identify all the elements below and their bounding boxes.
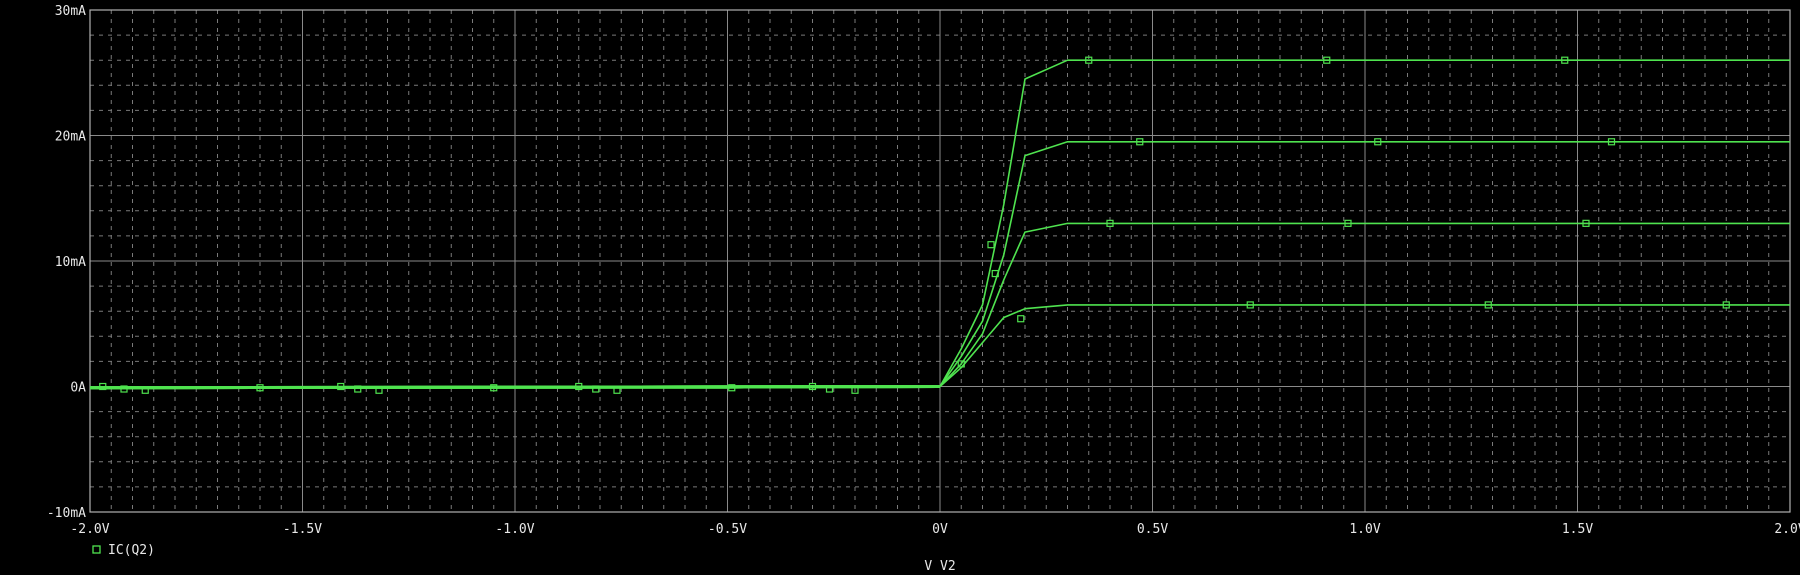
y-tick-label: 20mA xyxy=(55,130,86,145)
series-2-marker xyxy=(1582,219,1590,227)
series-4-marker xyxy=(490,384,498,392)
y-tick-label: 30mA xyxy=(55,4,86,19)
series-3-marker xyxy=(1374,138,1382,146)
x-tick-label: 0.5V xyxy=(1137,522,1168,537)
chart-markers xyxy=(99,56,1730,394)
plot-border xyxy=(89,9,1791,513)
chart-traces xyxy=(89,59,1790,390)
x-tick-label: 0V xyxy=(932,522,948,537)
x-tick-label: -1.5V xyxy=(283,522,322,537)
y-tick-label: 0A xyxy=(70,381,86,396)
x-tick-label: 1.0V xyxy=(1349,522,1380,537)
series-3-marker xyxy=(613,386,621,394)
series-4-marker xyxy=(728,384,736,392)
series-baseline-4 xyxy=(89,385,941,390)
legend-label: IC(Q2) xyxy=(108,543,155,558)
series-1-marker xyxy=(1722,301,1730,309)
legend-marker-square-icon xyxy=(92,545,101,554)
x-axis-title: V V2 xyxy=(924,559,955,574)
series-1-marker xyxy=(1017,315,1025,323)
series-4-marker xyxy=(1323,56,1331,64)
series-3-marker xyxy=(1607,138,1616,146)
series-3-marker xyxy=(851,386,859,394)
series-4-marker xyxy=(1561,56,1569,64)
series-1-marker xyxy=(99,382,107,391)
series-2-marker xyxy=(957,360,965,368)
series-2-marker xyxy=(825,385,834,393)
series-1-marker xyxy=(1246,301,1254,309)
series-3-marker xyxy=(375,386,383,394)
series-1-marker xyxy=(1484,301,1492,309)
series-4-marker xyxy=(987,241,995,249)
y-axis-ticks: -10mA 0A 10mA 20mA 30mA xyxy=(47,4,86,521)
series-2-marker xyxy=(592,385,600,393)
series-3-marker xyxy=(141,386,149,394)
series-4-marker xyxy=(256,384,264,392)
series-2-marker xyxy=(1344,219,1352,227)
series-2-marker xyxy=(120,385,128,393)
x-tick-label: -0.5V xyxy=(708,522,747,537)
x-tick-label: 2.0V xyxy=(1774,522,1800,537)
series-1-marker xyxy=(575,382,583,391)
series-1-marker xyxy=(337,382,345,391)
series-1-marker xyxy=(808,382,817,391)
x-tick-label: 1.5V xyxy=(1562,522,1593,537)
y-tick-label: -10mA xyxy=(47,506,86,521)
x-tick-label: -1.0V xyxy=(495,522,534,537)
x-axis-ticks: -2.0V -1.5V -1.0V -0.5V 0V 0.5V 1.0V 1.5V 2.0V xyxy=(70,522,1800,537)
series-2-marker xyxy=(1106,219,1114,227)
chart-legend[interactable]: IC(Q2) xyxy=(92,543,155,558)
series-4-marker xyxy=(1085,56,1093,64)
y-tick-label: 10mA xyxy=(55,255,86,270)
series-2-marker xyxy=(354,385,362,393)
x-tick-label: -2.0V xyxy=(70,522,109,537)
series-3-marker xyxy=(1136,138,1144,146)
chart-grid xyxy=(89,9,1791,513)
series-3-marker xyxy=(991,269,999,278)
